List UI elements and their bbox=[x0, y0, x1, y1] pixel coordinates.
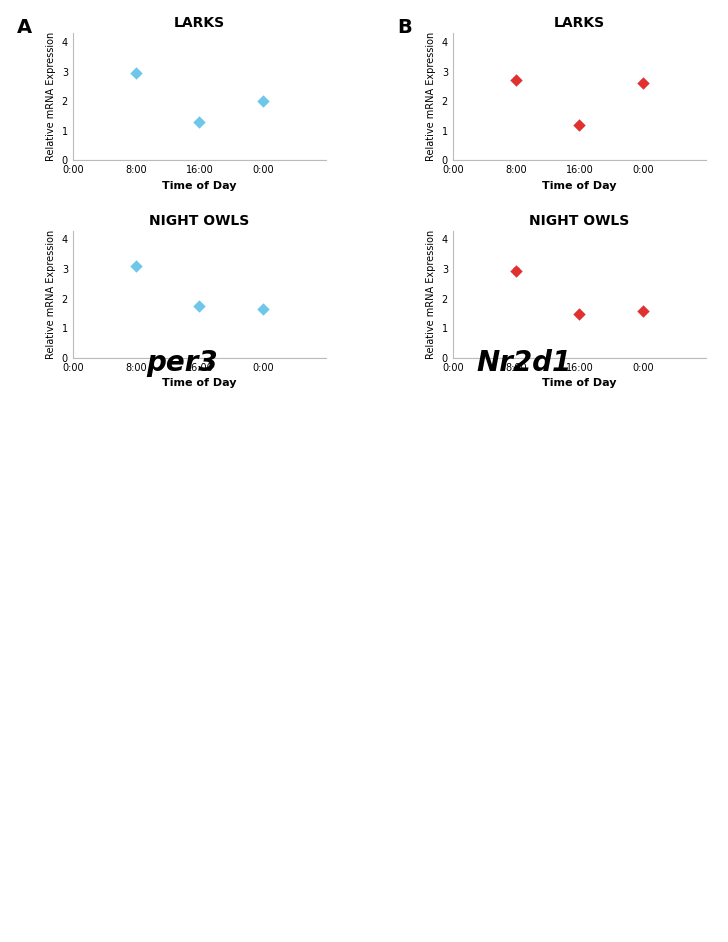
Title: LARKS: LARKS bbox=[554, 16, 605, 30]
Title: NIGHT OWLS: NIGHT OWLS bbox=[529, 214, 630, 228]
Y-axis label: Relative mRNA Expression: Relative mRNA Expression bbox=[426, 32, 436, 161]
Title: LARKS: LARKS bbox=[174, 16, 225, 30]
X-axis label: Time of Day: Time of Day bbox=[162, 379, 237, 388]
Y-axis label: Relative mRNA Expression: Relative mRNA Expression bbox=[426, 230, 436, 359]
Text: per3: per3 bbox=[146, 349, 218, 377]
Y-axis label: Relative mRNA Expression: Relative mRNA Expression bbox=[46, 32, 56, 161]
Point bbox=[130, 65, 142, 80]
Title: NIGHT OWLS: NIGHT OWLS bbox=[149, 214, 250, 228]
Point bbox=[130, 258, 142, 273]
Point bbox=[194, 299, 205, 314]
Text: B: B bbox=[397, 18, 412, 37]
Point bbox=[257, 301, 269, 317]
Point bbox=[637, 303, 649, 318]
Point bbox=[510, 263, 522, 278]
Text: A: A bbox=[17, 18, 32, 37]
Point bbox=[257, 93, 269, 108]
Point bbox=[574, 118, 585, 133]
X-axis label: Time of Day: Time of Day bbox=[162, 181, 237, 191]
Point bbox=[574, 306, 585, 321]
X-axis label: Time of Day: Time of Day bbox=[542, 379, 617, 388]
X-axis label: Time of Day: Time of Day bbox=[542, 181, 617, 191]
Point bbox=[637, 75, 649, 90]
Point bbox=[194, 114, 205, 129]
Text: Nr2d1: Nr2d1 bbox=[477, 349, 571, 377]
Y-axis label: Relative mRNA Expression: Relative mRNA Expression bbox=[46, 230, 56, 359]
Point bbox=[510, 73, 522, 88]
